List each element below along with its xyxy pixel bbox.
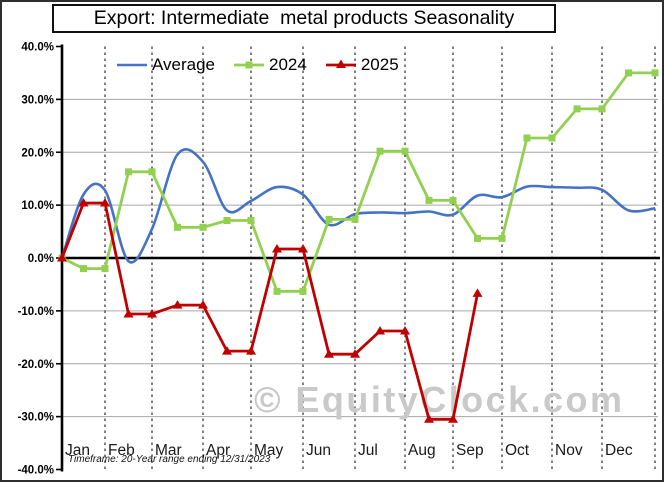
y-axis-label: 0.0% [28, 253, 54, 265]
square-marker [548, 134, 556, 142]
triangle-marker [272, 244, 282, 253]
square-marker [174, 223, 181, 231]
triangle-marker-icon [325, 59, 356, 68]
square-marker [125, 168, 132, 176]
chart-title: Export: Intermediate metal products Seas… [52, 4, 556, 33]
square-marker-icon [234, 61, 265, 69]
legend-item-2025: 2025 [325, 55, 399, 75]
square-marker [573, 105, 581, 113]
y-axis-label: -30.0% [18, 412, 54, 424]
y-axis-label: 10.0% [21, 200, 54, 212]
square-marker [598, 105, 606, 113]
square-marker [401, 147, 409, 155]
legend-label-average: Average [152, 55, 216, 74]
x-axis-label: Oct [505, 442, 530, 459]
series-line [60, 148, 656, 264]
x-axis-label: Mar [155, 442, 182, 459]
square-marker [273, 287, 281, 295]
square-marker [498, 234, 506, 242]
square-marker [474, 234, 481, 242]
square-marker [651, 69, 659, 77]
square-marker [148, 168, 156, 176]
legend-item-average: Average [116, 55, 215, 75]
triangle-marker [147, 309, 157, 318]
triangle-marker [324, 349, 334, 358]
triangle-marker [198, 300, 208, 309]
y-axis-label: -20.0% [18, 359, 54, 371]
y-axis-label: -10.0% [18, 306, 54, 318]
x-axis-label: Aug [408, 442, 436, 459]
square-marker [223, 217, 231, 224]
square-marker [449, 196, 457, 204]
series-2025 [57, 198, 483, 423]
triangle-marker [57, 253, 67, 262]
x-axis-label: Jun [306, 442, 331, 459]
square-marker [325, 215, 333, 223]
series-2024 [58, 69, 659, 295]
triangle-marker [298, 244, 308, 253]
x-axis-label: Jan [65, 442, 90, 459]
x-axis-label: Sep [456, 442, 484, 459]
triangle-marker [375, 326, 385, 335]
y-axis-label: 20.0% [21, 147, 54, 159]
legend: Average 2024 2025 [116, 55, 399, 75]
square-marker [247, 217, 255, 224]
y-axis-label: -40.0% [18, 465, 54, 477]
triangle-marker [424, 414, 434, 423]
triangle-marker [78, 198, 89, 207]
legend-label-2025: 2025 [360, 55, 399, 74]
triangle-marker [222, 346, 232, 355]
triangle-marker [400, 326, 410, 335]
square-marker [523, 134, 531, 142]
triangle-marker [172, 300, 183, 309]
triangle-marker [123, 309, 134, 318]
series-line [60, 201, 479, 421]
timeframe-footnote: Timeframe: 20-Year range ending 12/31/20… [68, 454, 271, 465]
average-line-icon [117, 63, 147, 67]
triangle-marker [350, 349, 360, 358]
series-average [60, 148, 656, 264]
watermark: © EquityClock.com [254, 379, 622, 420]
y-axis-label: 40.0% [21, 42, 54, 54]
triangle-marker [472, 288, 483, 297]
x-axis-label: Jul [358, 442, 378, 459]
legend-item-2024: 2024 [233, 55, 307, 75]
legend-label-2024: 2024 [269, 55, 307, 74]
square-marker [425, 196, 433, 204]
square-marker [101, 265, 109, 273]
x-axis-label: Dec [605, 442, 633, 459]
x-axis-label: Apr [206, 442, 230, 459]
square-marker [299, 287, 307, 295]
triangle-marker [448, 414, 458, 423]
x-axis-label: May [254, 442, 284, 459]
triangle-marker [246, 346, 256, 355]
square-marker [351, 215, 359, 223]
square-marker [80, 265, 87, 273]
square-marker [199, 223, 207, 231]
y-axis-label: 30.0% [21, 94, 54, 106]
square-marker [625, 69, 632, 77]
x-axis-label: Feb [108, 442, 135, 459]
square-marker [376, 147, 384, 155]
x-axis-label: Nov [555, 442, 583, 459]
triangle-marker [100, 198, 110, 207]
